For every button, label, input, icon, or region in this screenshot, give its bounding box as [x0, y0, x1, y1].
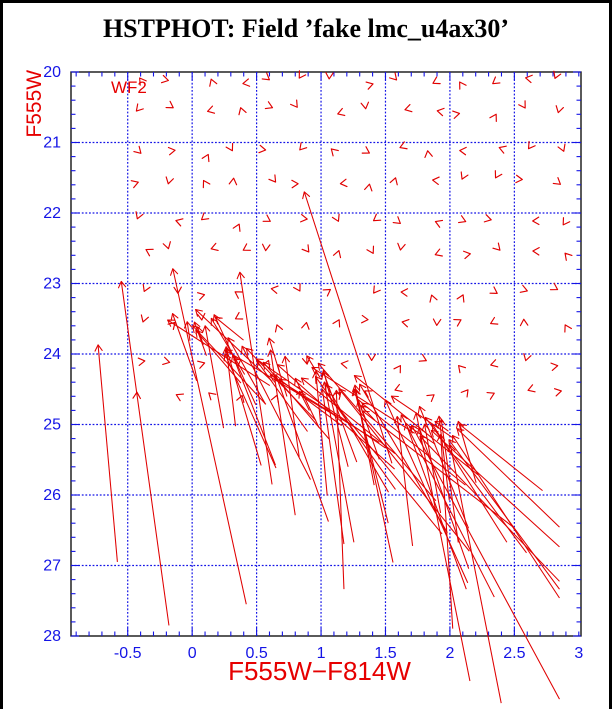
svg-text:F555W−F814W: F555W−F814W — [228, 656, 411, 686]
svg-text:24: 24 — [43, 346, 61, 363]
svg-text:3: 3 — [574, 645, 583, 662]
svg-text:-0.5: -0.5 — [114, 645, 142, 662]
svg-text:F555W: F555W — [23, 70, 46, 138]
svg-text:23: 23 — [43, 276, 61, 293]
svg-text:WF2: WF2 — [111, 78, 147, 97]
svg-text:28: 28 — [43, 628, 61, 645]
svg-text:2: 2 — [445, 645, 454, 662]
svg-text:0: 0 — [188, 645, 197, 662]
svg-text:HSTPHOT: Field ’fake lmc_u4ax3: HSTPHOT: Field ’fake lmc_u4ax30’ — [103, 14, 509, 43]
svg-text:27: 27 — [43, 558, 61, 575]
svg-text:26: 26 — [43, 487, 61, 504]
svg-text:2.5: 2.5 — [503, 645, 525, 662]
svg-text:22: 22 — [43, 205, 61, 222]
svg-text:25: 25 — [43, 417, 61, 434]
